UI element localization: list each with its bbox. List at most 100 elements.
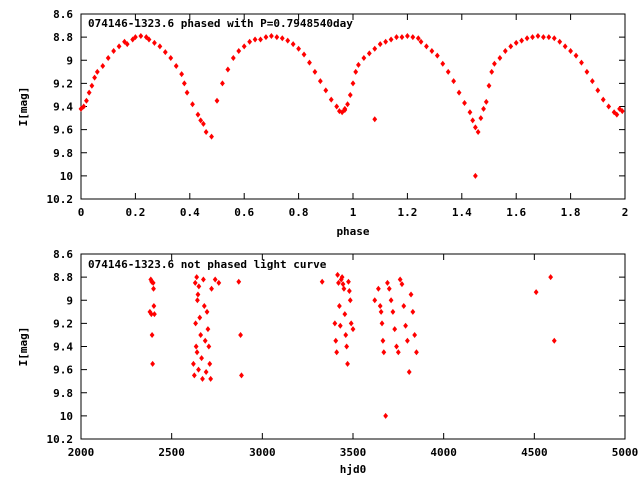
data-point	[200, 375, 205, 382]
data-point	[410, 34, 416, 41]
y-axis-ticks: 8.6 8.8 9 9.2 9.4 9.6 9.8 10 10.2	[47, 8, 625, 206]
data-point	[86, 89, 92, 96]
data-point	[201, 120, 206, 127]
data-point	[181, 80, 187, 87]
data-point	[196, 366, 201, 373]
data-point	[323, 87, 329, 94]
unphased-light-curve-panel: 8.6 8.8 9 9.2 9.4 9.6 9.8 10 10.2 2000 2500 3000 35…	[17, 248, 638, 476]
data-point	[203, 128, 209, 135]
data-point	[451, 78, 457, 85]
data-point	[573, 52, 579, 59]
data-point	[345, 360, 350, 367]
data-point	[483, 98, 489, 105]
data-point	[194, 274, 200, 281]
data-point	[290, 41, 296, 48]
data-point	[152, 311, 157, 318]
y-axis-ticks: 8.6 8.8 9 9.2 9.4 9.6 9.8 10 10.2	[47, 248, 625, 446]
data-point	[434, 52, 440, 59]
phased-light-curve-panel: 8.6 8.8 9 9.2 9.4 9.6 9.8 10 10.2 0 0.2 0.4 0.6 0.8 1…	[17, 8, 628, 238]
y-tick-label: 8.6	[53, 8, 73, 21]
data-point	[196, 283, 202, 290]
y-tick-label: 9.6	[53, 364, 73, 377]
data-point	[236, 48, 242, 54]
x-tick-label: 3500	[340, 446, 367, 459]
data-point	[147, 308, 153, 315]
data-point	[193, 320, 199, 327]
data-point	[383, 412, 389, 419]
y-tick-label: 9.8	[53, 147, 73, 160]
data-point	[403, 322, 408, 329]
data-point	[269, 32, 274, 39]
data-point	[184, 89, 190, 96]
data-point	[193, 343, 199, 350]
data-point	[551, 337, 557, 344]
x-tick-label: 1	[350, 206, 357, 219]
x-axis-ticks: 2000 2500 3000 3500 4000 4500 5000	[68, 254, 638, 459]
data-point	[513, 39, 519, 46]
data-point	[350, 80, 356, 87]
data-point	[418, 38, 424, 45]
data-point	[209, 285, 214, 292]
data-point	[337, 322, 343, 329]
data-point	[470, 117, 476, 124]
data-point	[383, 38, 389, 45]
data-point	[378, 308, 384, 315]
data-point	[481, 105, 486, 112]
data-point	[230, 54, 236, 61]
data-point	[381, 349, 387, 356]
data-points	[147, 271, 557, 419]
x-tick-label: 0.6	[234, 206, 254, 219]
data-points	[78, 32, 625, 179]
data-point	[346, 288, 352, 294]
data-point	[397, 276, 403, 283]
data-point	[390, 308, 396, 315]
x-axis-label: hjd0	[340, 463, 367, 476]
x-tick-label: 1.2	[397, 206, 417, 219]
data-point	[149, 331, 155, 338]
data-point	[399, 281, 405, 288]
data-point	[337, 303, 342, 310]
data-point	[508, 43, 514, 50]
data-point	[319, 278, 325, 285]
data-point	[557, 38, 563, 45]
data-point	[146, 36, 152, 43]
data-point	[551, 35, 557, 42]
data-point	[205, 326, 211, 333]
data-point	[405, 32, 410, 39]
data-point	[473, 172, 478, 179]
data-point	[475, 128, 481, 135]
chart-title: 074146-1323.6 not phased light curve	[88, 258, 327, 271]
data-point	[168, 54, 174, 61]
data-point	[414, 349, 419, 356]
data-point	[157, 43, 163, 50]
data-point	[589, 78, 595, 85]
y-tick-label: 9	[66, 54, 73, 67]
data-point	[312, 68, 318, 75]
data-point	[568, 48, 573, 54]
data-point	[341, 285, 347, 292]
data-point	[415, 35, 421, 42]
data-point	[274, 34, 280, 41]
data-point	[122, 38, 127, 45]
data-point	[100, 63, 106, 70]
y-tick-label: 9	[66, 294, 73, 307]
data-point	[208, 375, 214, 382]
data-point	[194, 349, 200, 356]
x-tick-label: 0.8	[289, 206, 309, 219]
data-point	[334, 103, 340, 110]
data-point	[401, 303, 407, 310]
data-point	[380, 337, 386, 344]
data-point	[301, 51, 307, 58]
data-point	[192, 279, 198, 286]
data-point	[445, 68, 451, 75]
data-point	[340, 281, 346, 288]
data-point	[195, 291, 201, 298]
data-point	[377, 41, 383, 48]
x-tick-label: 4000	[430, 446, 457, 459]
data-point	[473, 124, 478, 131]
data-point	[162, 49, 168, 56]
x-tick-label: 2500	[158, 446, 185, 459]
data-point	[606, 103, 612, 110]
data-point	[124, 41, 130, 48]
data-point	[216, 279, 222, 286]
